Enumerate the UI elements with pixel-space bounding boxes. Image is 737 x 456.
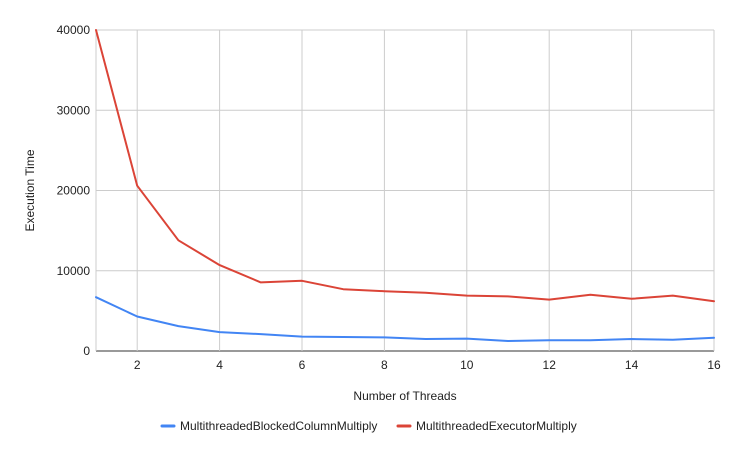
x-tick-label: 16: [707, 358, 721, 372]
x-tick-label: 10: [460, 358, 474, 372]
x-tick-label: 2: [134, 358, 141, 372]
y-tick-label: 20000: [57, 184, 91, 198]
x-axis-ticks: 2 4 6 8 10 12 14 16: [134, 358, 721, 372]
series-line-2: [95, 29, 715, 303]
series-line-1: [95, 296, 715, 342]
x-tick-label: 12: [543, 358, 557, 372]
y-tick-label: 10000: [57, 264, 91, 278]
x-tick-label: 14: [625, 358, 639, 372]
y-axis-ticks: 0 10000 20000 30000 40000: [57, 23, 91, 358]
y-tick-label: 40000: [57, 23, 91, 37]
y-tick-label: 30000: [57, 103, 91, 117]
gridlines: [95, 29, 715, 352]
y-axis-title: Execution Time: [23, 149, 37, 231]
y-tick-label: 0: [83, 344, 90, 358]
legend-label: MultithreadedBlockedColumnMultiply: [180, 419, 377, 433]
legend: MultithreadedBlockedColumnMultiply Multit…: [160, 419, 577, 433]
series-lines: [95, 29, 715, 342]
x-axis-title: Number of Threads: [353, 389, 456, 403]
x-tick-label: 8: [381, 358, 388, 372]
x-tick-label: 4: [216, 358, 223, 372]
x-tick-label: 6: [299, 358, 306, 372]
legend-label: MultithreadedExecutorMultiply: [416, 419, 577, 433]
